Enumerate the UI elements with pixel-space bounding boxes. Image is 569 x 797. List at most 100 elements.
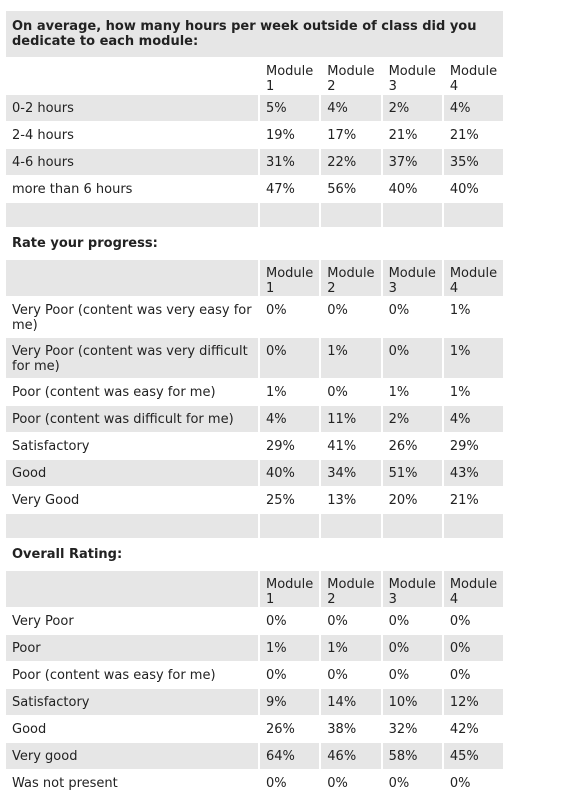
row-label: more than 6 hours [6,176,258,202]
column-header: Module 3 [382,260,442,296]
table-cell: 0% [321,662,381,688]
table-cell: 0% [382,297,442,337]
table-cell: 40% [443,176,504,202]
table-cell: 21% [443,487,504,513]
table-row: Very Poor 0% 0% 0% 0% [6,608,504,634]
table-cell: 19% [260,122,320,148]
column-header: Module 1 [260,260,320,296]
spacer-cell [443,203,504,227]
table-row: Poor 1% 1% 0% 0% [6,635,504,661]
spacer-cell [6,203,258,227]
table-cell: 1% [321,338,381,378]
row-label: Very good [6,743,258,769]
table-cell: 0% [321,608,381,634]
table-cell: 26% [260,716,320,742]
table-cell: 25% [260,487,320,513]
table-cell: 0% [260,297,320,337]
table-row: Poor (content was difficult for me) 4% 1… [6,406,504,432]
table-cell: 20% [382,487,442,513]
table-cell: 64% [260,743,320,769]
table-cell: 35% [443,149,504,175]
column-header: Module 4 [443,571,504,607]
table-cell: 47% [260,176,320,202]
table-cell: 37% [382,149,442,175]
table-row: Satisfactory 29% 41% 26% 29% [6,433,504,459]
table-cell: 58% [382,743,442,769]
table-cell: 0% [382,662,442,688]
table-cell: 4% [443,95,504,121]
table-cell: 0% [382,635,442,661]
row-label: 0-2 hours [6,95,258,121]
column-header: Module 3 [382,58,442,94]
row-label: Poor (content was easy for me) [6,662,258,688]
spacer-cell [321,514,381,538]
table-cell: 4% [260,406,320,432]
spacer-cell [260,203,320,227]
table-cell: 0% [321,297,381,337]
table-cell: 1% [321,635,381,661]
table-row: Was not present 0% 0% 0% 0% [6,770,504,796]
table-row: Good 26% 38% 32% 42% [6,716,504,742]
table-row: Very good 64% 46% 58% 45% [6,743,504,769]
table-row: Poor (content was easy for me) 1% 0% 1% … [6,379,504,405]
spacer-cell [6,514,258,538]
table-cell: 31% [260,149,320,175]
column-header: Module 4 [443,58,504,94]
table-row: Very Poor (content was very easy for me)… [6,297,504,337]
table-row: 4-6 hours 31% 22% 37% 35% [6,149,504,175]
table-cell: 0% [443,770,504,796]
row-label: Satisfactory [6,433,258,459]
section-title: On average, how many hours per week outs… [6,11,504,57]
spacer-cell [382,203,442,227]
table-cell: 13% [321,487,381,513]
column-header: Module 2 [321,571,381,607]
column-header: Module 2 [321,260,381,296]
row-label: Poor (content was easy for me) [6,379,258,405]
table-cell: 1% [260,635,320,661]
section-title-row: On average, how many hours per week outs… [6,11,504,57]
table-cell: 0% [321,379,381,405]
spacer-cell [443,514,504,538]
table-cell: 0% [382,608,442,634]
table-cell: 56% [321,176,381,202]
table-cell: 0% [321,770,381,796]
table-cell: 21% [382,122,442,148]
table-row: Good 40% 34% 51% 43% [6,460,504,486]
table-row: Satisfactory 9% 14% 10% 12% [6,689,504,715]
table-cell: 29% [260,433,320,459]
table-cell: 2% [382,406,442,432]
survey-results-table: On average, how many hours per week outs… [4,10,505,797]
header-empty-cell [6,260,258,296]
spacer-row [6,203,504,227]
table-cell: 45% [443,743,504,769]
column-header: Module 4 [443,260,504,296]
table-cell: 0% [443,662,504,688]
table-cell: 41% [321,433,381,459]
table-cell: 0% [260,770,320,796]
spacer-row [6,514,504,538]
spacer-cell [382,514,442,538]
table-row: more than 6 hours 47% 56% 40% 40% [6,176,504,202]
table-cell: 29% [443,433,504,459]
section-title-row: Overall Rating: [6,539,504,570]
column-header-row: Module 1 Module 2 Module 3 Module 4 [6,571,504,607]
table-cell: 10% [382,689,442,715]
table-row: Very Poor (content was very difficult fo… [6,338,504,378]
table-cell: 11% [321,406,381,432]
table-cell: 0% [382,770,442,796]
table-cell: 14% [321,689,381,715]
table-cell: 40% [260,460,320,486]
section-title-row: Rate your progress: [6,228,504,259]
table-cell: 0% [260,338,320,378]
row-label: Very Poor [6,608,258,634]
table-cell: 43% [443,460,504,486]
spacer-cell [260,514,320,538]
column-header: Module 3 [382,571,442,607]
column-header: Module 1 [260,58,320,94]
table-row: 2-4 hours 19% 17% 21% 21% [6,122,504,148]
table-cell: 2% [382,95,442,121]
row-label: Satisfactory [6,689,258,715]
table-cell: 34% [321,460,381,486]
table-row: Very Good 25% 13% 20% 21% [6,487,504,513]
header-empty-cell [6,58,258,94]
